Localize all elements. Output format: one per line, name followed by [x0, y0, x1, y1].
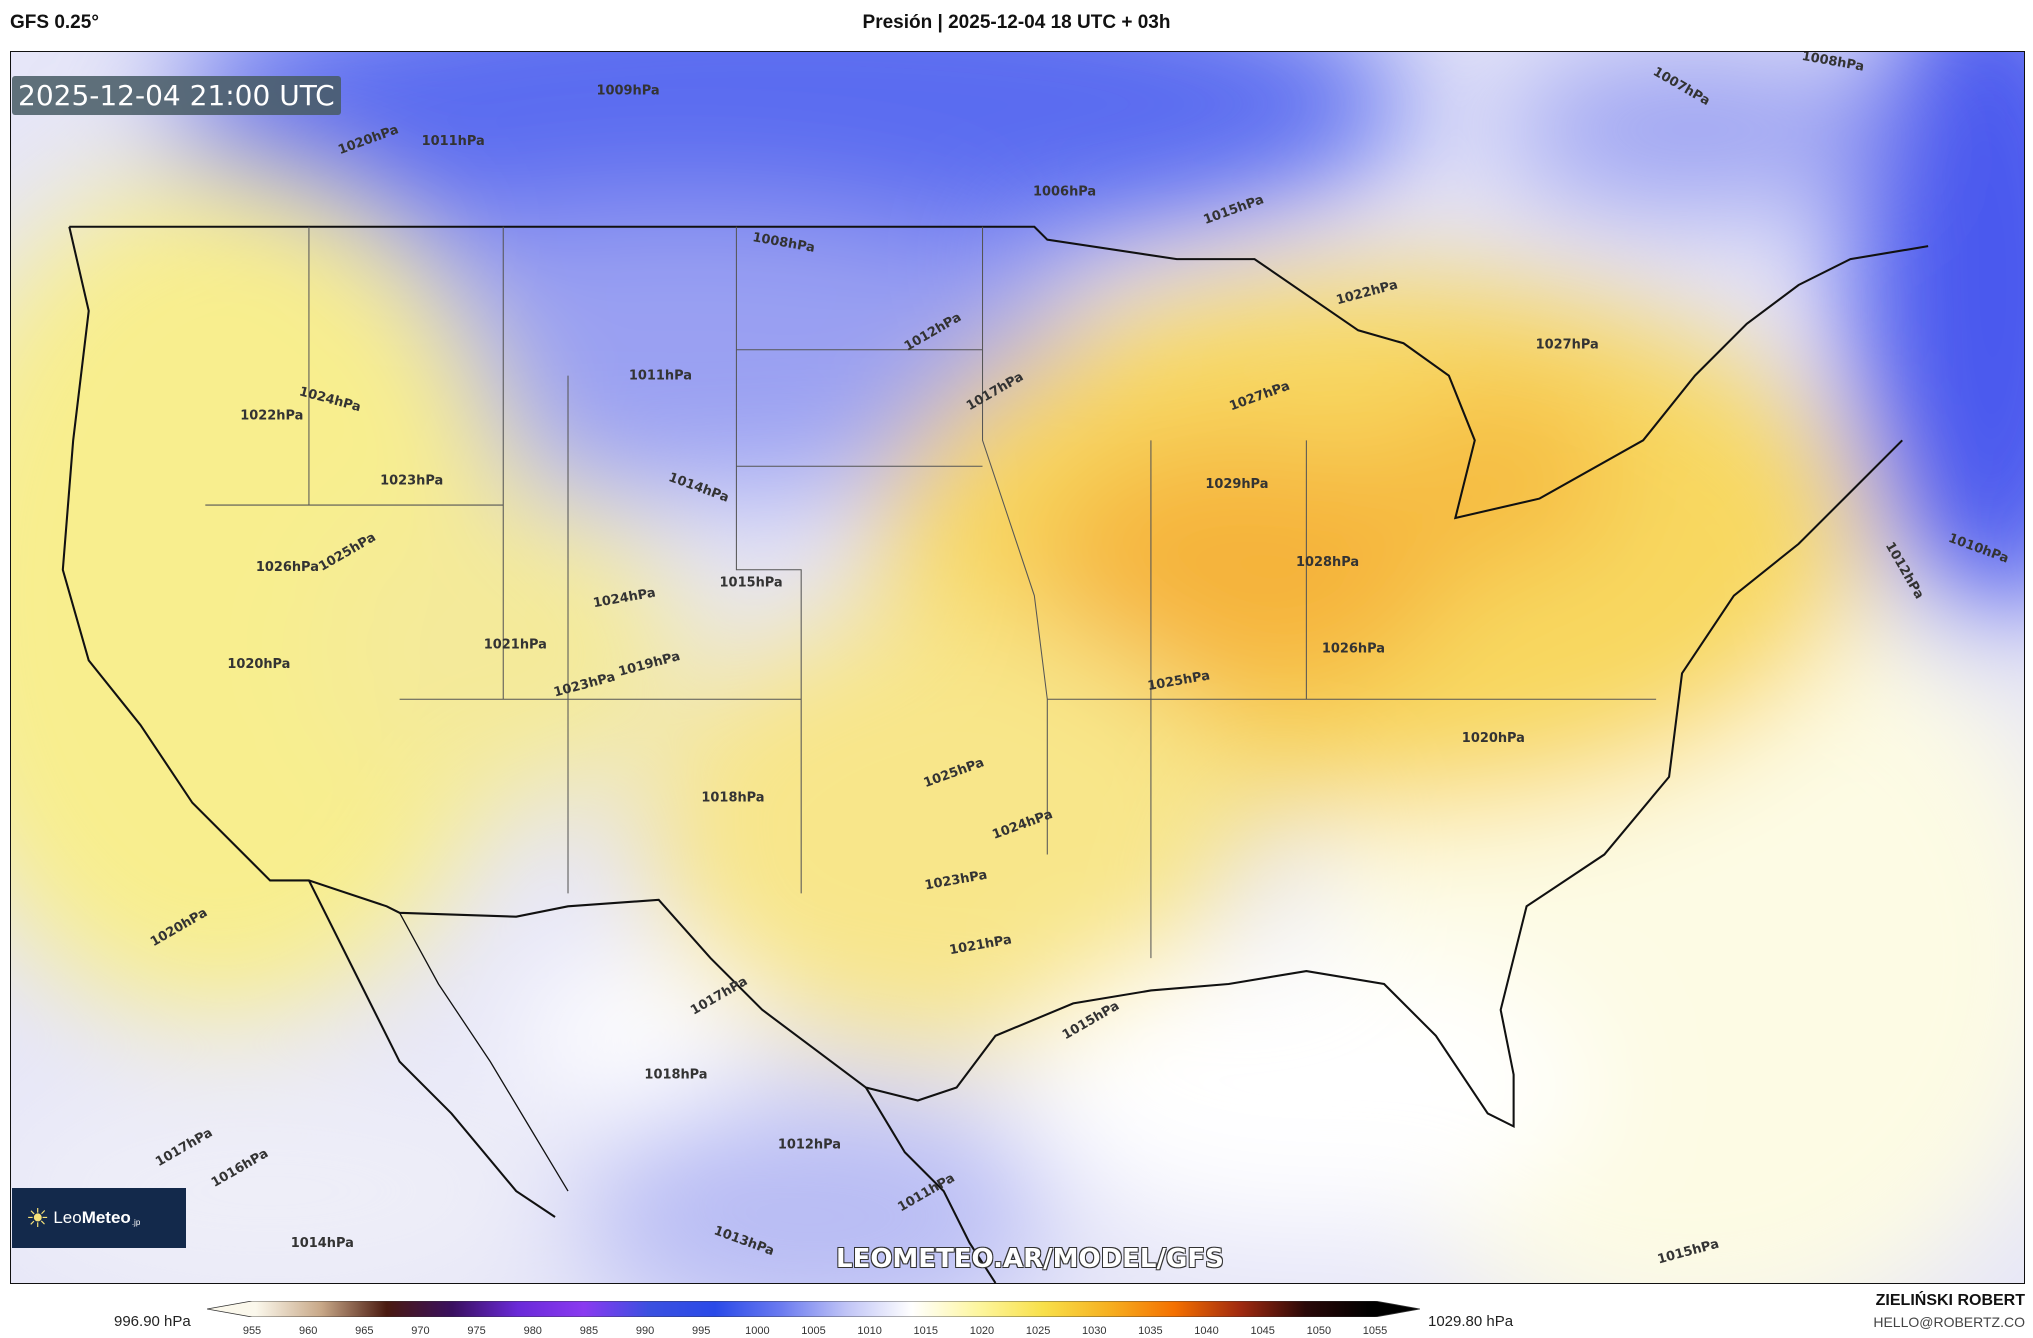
colorbar-tick-label: 1000: [745, 1325, 770, 1337]
model-name: GFS 0.25°: [10, 12, 99, 33]
colorbar-max-label: 1029.80 hPa: [1428, 1313, 1514, 1330]
isobar-label: 1027hPa: [1536, 337, 1599, 352]
isobar-label: 1018hPa: [701, 790, 764, 805]
colorbar-tick-label: 955: [242, 1325, 262, 1337]
pressure-map: 1009hPa 1011hPa 1020hPa 1006hPa 1008hPa 1015h…: [10, 51, 2025, 1284]
colorbar-tick-label: 975: [467, 1325, 486, 1337]
author-credit: ZIELIŃSKI ROBERT: [1875, 1292, 2025, 1309]
colorbar-tick-label: 1015: [913, 1325, 939, 1337]
isobar-label: 1022hPa: [240, 409, 303, 424]
isobar-label: 1029hPa: [1205, 477, 1268, 492]
colorbar-tick-label: 980: [523, 1325, 542, 1337]
isobar-label: 1026hPa: [1322, 642, 1385, 657]
sun-icon: ☀: [26, 1202, 50, 1233]
colorbar-tick-label: 1025: [1025, 1325, 1051, 1337]
colorbar-tick-label: 1040: [1194, 1325, 1219, 1337]
valid-time-badge: 2025-12-04 21:00 UTC: [12, 76, 341, 115]
state-borders: [205, 226, 1657, 959]
isobar-label: 1023hPa: [380, 473, 443, 488]
isobar-label: 1014hPa: [291, 1236, 354, 1251]
colorbar-tick-label: 1020: [969, 1325, 995, 1337]
colorbar-tick-label: 995: [692, 1325, 711, 1337]
isobar-label: 1026hPa: [256, 560, 319, 575]
isobar-label: 1012hPa: [778, 1137, 841, 1152]
author-email: HELLO@ROBERTZ.CO: [1873, 1314, 2025, 1330]
chart-title: Presión | 2025-12-04 18 UTC + 03h: [862, 12, 1171, 33]
colorbar-tick-label: 1005: [801, 1325, 826, 1337]
isobar-label: 1021hPa: [484, 638, 547, 653]
colorbar-tick-label: 1030: [1082, 1325, 1107, 1337]
isobar-label: 1018hPa: [644, 1067, 707, 1082]
colorbar: [207, 1301, 1420, 1317]
isobar-label: 1020hPa: [227, 657, 290, 672]
isobar-label: 1011hPa: [422, 134, 485, 149]
colorbar-tick-label: 970: [411, 1325, 430, 1337]
colorbar-tick-label: 1010: [857, 1325, 882, 1337]
colorbar-min-label: 996.90 hPa: [114, 1313, 191, 1330]
isobar-label: 1015hPa: [720, 576, 783, 591]
colorbar-tick-label: 965: [355, 1325, 374, 1337]
colorbar-tick-label: 1050: [1306, 1325, 1332, 1337]
map-field: 1009hPa1011hPa1020hPa1006hPa1008hPa1015h…: [11, 52, 2024, 1283]
coastlines-and-borders: [61, 225, 1929, 1283]
colorbar-fill: [207, 1301, 1420, 1317]
colorbar-tick-label: 1045: [1250, 1325, 1275, 1337]
watermark-url: LEOMETEO.AR/MODEL/GFS: [836, 1244, 1224, 1274]
colorbar-tick-label: 1055: [1362, 1325, 1388, 1337]
colorbar-tick-label: 985: [579, 1325, 599, 1337]
logo-suffix: .jp: [131, 1217, 141, 1227]
colorbar-tick-label: 960: [298, 1325, 318, 1337]
colorbar-tick-label: 1035: [1138, 1325, 1163, 1337]
colorbar-tick-label: 990: [635, 1325, 655, 1337]
isobar-label: 1028hPa: [1296, 555, 1359, 570]
isobar-label: 1020hPa: [1462, 731, 1525, 746]
logo-text-leo: Leo: [53, 1208, 82, 1227]
isobar-label: 1011hPa: [629, 368, 692, 383]
logo-text-meteo: Meteo: [81, 1208, 131, 1227]
pressure-shading: [11, 52, 2024, 1283]
isobar-label: 1006hPa: [1033, 185, 1096, 200]
isobar-label: 1009hPa: [597, 84, 660, 99]
leometeo-logo[interactable]: ☀ Leo Meteo .jp: [12, 1188, 186, 1248]
